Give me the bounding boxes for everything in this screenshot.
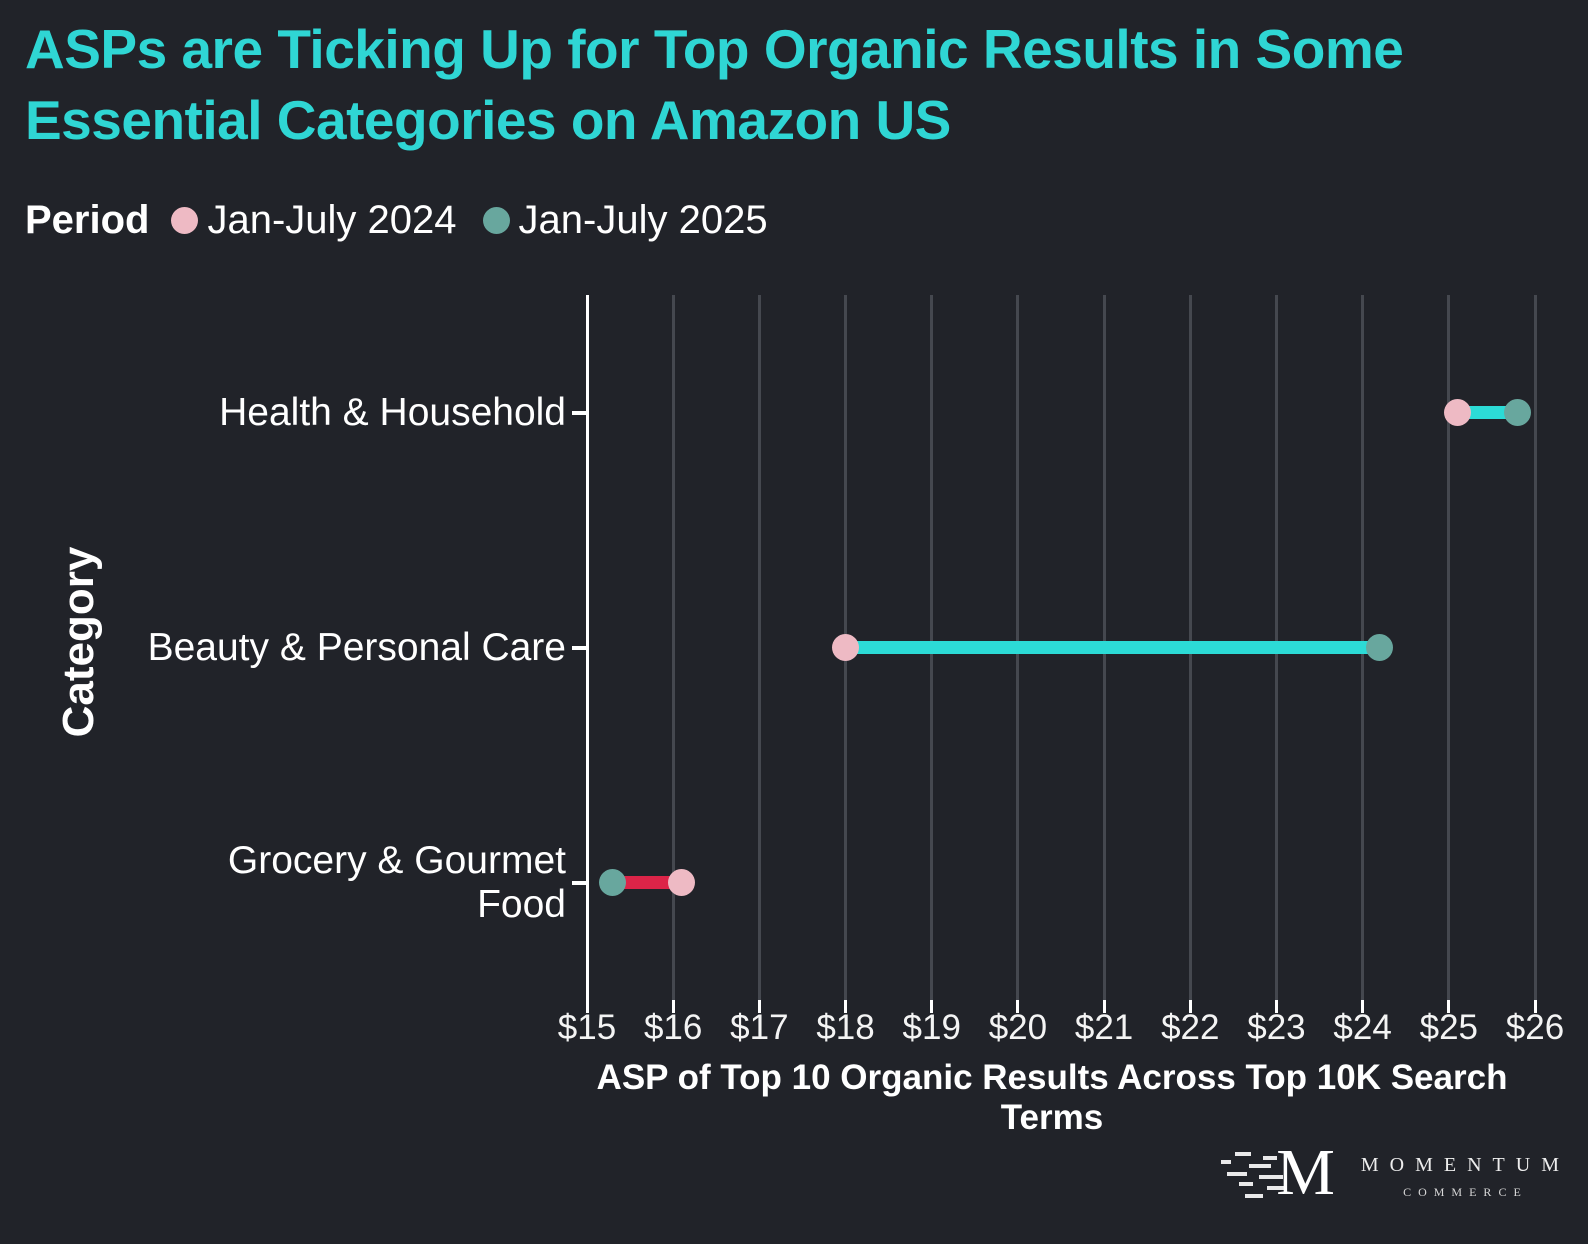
dumbbell-connector-increase (1457, 406, 1518, 419)
dumbbell-connector-increase (845, 641, 1380, 654)
x-tick-label: $23 (1247, 1008, 1306, 1047)
x-tick-mark (757, 1000, 761, 1013)
logo-speed-dash-icon (1226, 1172, 1247, 1176)
logo-speed-dash-icon (1266, 1186, 1285, 1190)
momentum-logo: M MOMENTUM COMMERCE (1219, 1138, 1570, 1212)
category-label: Health & Household (219, 390, 566, 434)
x-tick-mark (844, 1000, 848, 1013)
logo-speed-dash-icon (1258, 1175, 1283, 1179)
logo-speed-dash-icon (1220, 1160, 1231, 1164)
legend-item: Jan-July 2025 (482, 198, 768, 242)
logo-speed-dash-icon (1238, 1182, 1253, 1186)
x-tick-label: $26 (1505, 1008, 1565, 1047)
logo-text: MOMENTUM COMMERCE (1361, 1154, 1570, 1200)
x-tick-label: $22 (1161, 1008, 1220, 1047)
x-tick-label: $18 (816, 1008, 875, 1047)
x-tick-mark (1447, 1000, 1451, 1013)
logo-speed-dash-icon (1248, 1164, 1271, 1168)
legend: Period Jan-July 2024 Jan-July 2025 (25, 198, 768, 242)
x-tick-label: $19 (902, 1008, 961, 1047)
x-tick-label: $15 (557, 1008, 617, 1047)
x-tick-mark (1188, 1000, 1192, 1013)
legend-marker-dot-icon (482, 206, 510, 234)
gridline-16 (671, 295, 675, 1000)
logo-speed-dash-icon (1244, 1194, 1263, 1198)
logo-speed-dash-icon (1234, 1152, 1251, 1156)
legend-items: Jan-July 2024 Jan-July 2025 (171, 198, 768, 242)
y-tick-mark (572, 410, 587, 415)
dumbbell-connector-decrease (612, 876, 682, 889)
logo-monogram-letter: M (1276, 1136, 1335, 1209)
x-tick-mark (1016, 1000, 1020, 1013)
y-axis-line (585, 295, 589, 1000)
legend-label: Jan-July 2024 (207, 198, 457, 242)
legend-item: Jan-July 2024 (171, 198, 457, 242)
dot-jan-july-2024 (1443, 399, 1471, 426)
gridline-25 (1447, 295, 1451, 1000)
x-tick-mark (1102, 1000, 1106, 1013)
x-tick-label: $20 (988, 1008, 1048, 1047)
x-axis-title: ASP of Top 10 Organic Results Across Top… (596, 1058, 1508, 1137)
x-tick-mark (1274, 1000, 1278, 1013)
logo-speed-dash-icon (1262, 1156, 1277, 1160)
x-tick-mark (930, 1000, 934, 1013)
logo-monogram: M (1219, 1138, 1335, 1212)
legend-title: Period (25, 198, 150, 242)
x-tick-label: $16 (643, 1008, 703, 1047)
y-tick-mark (572, 880, 587, 885)
x-tick-mark (585, 1000, 589, 1013)
x-tick-mark (1361, 1000, 1365, 1013)
x-tick-label: $25 (1419, 1008, 1479, 1047)
dot-jan-july-2025 (1366, 634, 1394, 661)
x-tick-mark (1533, 1000, 1537, 1013)
y-tick-mark (572, 645, 587, 650)
x-tick-label: $17 (730, 1008, 789, 1047)
dot-jan-july-2024 (668, 869, 696, 896)
dot-jan-july-2025 (1504, 399, 1532, 426)
legend-label: Jan-July 2025 (518, 198, 768, 242)
dot-jan-july-2025 (599, 869, 627, 896)
category-label: Beauty & Personal Care (147, 625, 566, 669)
logo-name: MOMENTUM (1360, 1154, 1570, 1176)
y-axis-title: Category (54, 546, 103, 738)
legend-marker-dot-icon (171, 206, 199, 234)
logo-subtitle: COMMERCE (1403, 1185, 1528, 1199)
x-tick-mark (671, 1000, 675, 1013)
gridline-26 (1533, 295, 1537, 1000)
x-tick-label: $24 (1333, 1008, 1392, 1047)
x-tick-label: $21 (1074, 1008, 1134, 1047)
page-title: ASPs are Ticking Up for Top Organic Resu… (25, 18, 1404, 151)
dot-jan-july-2024 (832, 634, 860, 661)
gridline-17 (757, 295, 761, 1000)
category-label: Grocery & Gourmet Food (227, 838, 566, 926)
